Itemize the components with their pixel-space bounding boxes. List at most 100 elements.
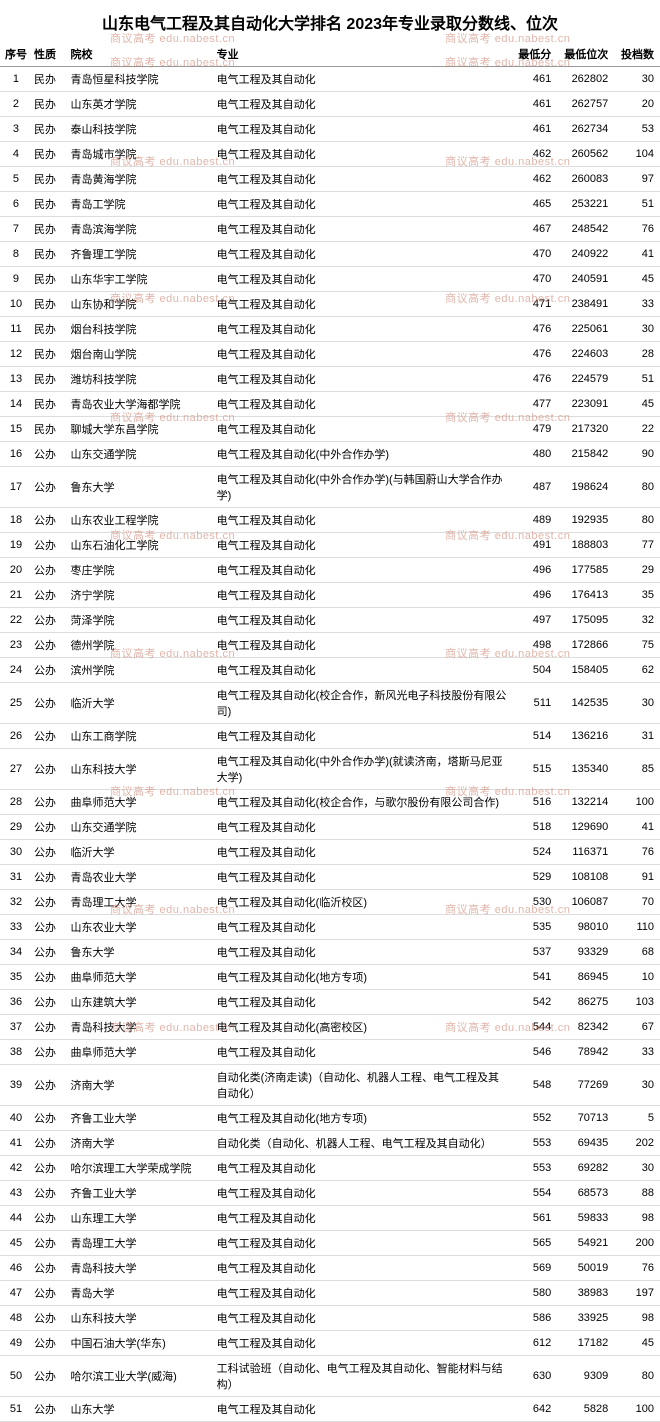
table-row: 4民办青岛城市学院电气工程及其自动化462260562104 xyxy=(0,142,660,167)
header-major: 专业 xyxy=(215,42,512,67)
cell-rank: 15 xyxy=(0,417,32,442)
cell-school: 聊城大学东昌学院 xyxy=(69,417,215,442)
cell-major: 电气工程及其自动化 xyxy=(215,267,512,292)
cell-type: 公办 xyxy=(32,1356,69,1397)
cell-pos: 175095 xyxy=(557,608,614,633)
table-row: 23公办德州学院电气工程及其自动化49817286675 xyxy=(0,633,660,658)
cell-major: 电气工程及其自动化 xyxy=(215,583,512,608)
cell-type: 民办 xyxy=(32,92,69,117)
cell-major: 电气工程及其自动化(高密校区) xyxy=(215,1015,512,1040)
table-row: 39公办济南大学自动化类(济南走读)（自动化、机器人工程、电气工程及其自动化）5… xyxy=(0,1065,660,1106)
cell-pos: 253221 xyxy=(557,192,614,217)
cell-pos: 59833 xyxy=(557,1206,614,1231)
cell-school: 青岛黄海学院 xyxy=(69,167,215,192)
cell-type: 公办 xyxy=(32,865,69,890)
cell-type: 公办 xyxy=(32,915,69,940)
cell-cnt: 75 xyxy=(614,633,660,658)
cell-pos: 158405 xyxy=(557,658,614,683)
cell-rank: 3 xyxy=(0,117,32,142)
cell-pos: 77269 xyxy=(557,1065,614,1106)
cell-school: 青岛农业大学海都学院 xyxy=(69,392,215,417)
table-row: 47公办青岛大学电气工程及其自动化58038983197 xyxy=(0,1281,660,1306)
cell-rank: 6 xyxy=(0,192,32,217)
cell-cnt: 85 xyxy=(614,749,660,790)
cell-school: 临沂大学 xyxy=(69,840,215,865)
cell-school: 滨州学院 xyxy=(69,658,215,683)
cell-major: 电气工程及其自动化 xyxy=(215,1256,512,1281)
cell-major: 电气工程及其自动化 xyxy=(215,292,512,317)
cell-major: 电气工程及其自动化 xyxy=(215,865,512,890)
cell-pos: 86275 xyxy=(557,990,614,1015)
table-row: 21公办济宁学院电气工程及其自动化49617641335 xyxy=(0,583,660,608)
cell-cnt: 5 xyxy=(614,1106,660,1131)
table-row: 13民办潍坊科技学院电气工程及其自动化47622457951 xyxy=(0,367,660,392)
cell-major: 电气工程及其自动化 xyxy=(215,367,512,392)
cell-rank: 2 xyxy=(0,92,32,117)
cell-type: 公办 xyxy=(32,467,69,508)
cell-school: 鲁东大学 xyxy=(69,467,215,508)
cell-cnt: 100 xyxy=(614,1397,660,1422)
cell-major: 电气工程及其自动化(校企合作，新风光电子科技股份有限公司) xyxy=(215,683,512,724)
cell-school: 曲阜师范大学 xyxy=(69,965,215,990)
cell-major: 自动化类（自动化、机器人工程、电气工程及其自动化） xyxy=(215,1131,512,1156)
cell-type: 民办 xyxy=(32,317,69,342)
cell-pos: 260083 xyxy=(557,167,614,192)
cell-type: 公办 xyxy=(32,1281,69,1306)
cell-school: 临沂大学 xyxy=(69,683,215,724)
cell-pos: 129690 xyxy=(557,815,614,840)
cell-score: 504 xyxy=(512,658,558,683)
cell-rank: 20 xyxy=(0,558,32,583)
cell-score: 553 xyxy=(512,1156,558,1181)
cell-major: 电气工程及其自动化 xyxy=(215,1306,512,1331)
cell-major: 电气工程及其自动化(校企合作，与歌尔股份有限公司合作) xyxy=(215,790,512,815)
cell-type: 公办 xyxy=(32,1206,69,1231)
cell-cnt: 22 xyxy=(614,417,660,442)
cell-cnt: 68 xyxy=(614,940,660,965)
cell-score: 477 xyxy=(512,392,558,417)
cell-score: 497 xyxy=(512,608,558,633)
cell-rank: 48 xyxy=(0,1306,32,1331)
table-row: 40公办齐鲁工业大学电气工程及其自动化(地方专项)552707135 xyxy=(0,1106,660,1131)
cell-school: 山东工商学院 xyxy=(69,724,215,749)
cell-cnt: 30 xyxy=(614,683,660,724)
cell-type: 民办 xyxy=(32,117,69,142)
table-header-row: 序号 性质 院校 专业 最低分 最低位次 投档数 xyxy=(0,42,660,67)
cell-cnt: 33 xyxy=(614,1040,660,1065)
cell-cnt: 33 xyxy=(614,292,660,317)
cell-pos: 50019 xyxy=(557,1256,614,1281)
cell-school: 齐鲁工业大学 xyxy=(69,1181,215,1206)
cell-score: 461 xyxy=(512,92,558,117)
table-row: 22公办菏泽学院电气工程及其自动化49717509532 xyxy=(0,608,660,633)
cell-school: 鲁东大学 xyxy=(69,940,215,965)
cell-type: 公办 xyxy=(32,1306,69,1331)
cell-cnt: 35 xyxy=(614,583,660,608)
cell-rank: 43 xyxy=(0,1181,32,1206)
cell-cnt: 51 xyxy=(614,367,660,392)
table-row: 17公办鲁东大学电气工程及其自动化(中外合作办学)(与韩国蔚山大学合作办学)48… xyxy=(0,467,660,508)
cell-type: 民办 xyxy=(32,142,69,167)
cell-rank: 36 xyxy=(0,990,32,1015)
cell-major: 电气工程及其自动化 xyxy=(215,1231,512,1256)
cell-pos: 132214 xyxy=(557,790,614,815)
cell-type: 公办 xyxy=(32,633,69,658)
table-row: 45公办青岛理工大学电气工程及其自动化56554921200 xyxy=(0,1231,660,1256)
cell-pos: 198624 xyxy=(557,467,614,508)
cell-cnt: 90 xyxy=(614,442,660,467)
table-row: 38公办曲阜师范大学电气工程及其自动化5467894233 xyxy=(0,1040,660,1065)
table-row: 14民办青岛农业大学海都学院电气工程及其自动化47722309145 xyxy=(0,392,660,417)
cell-score: 518 xyxy=(512,815,558,840)
cell-score: 471 xyxy=(512,292,558,317)
cell-pos: 93329 xyxy=(557,940,614,965)
cell-major: 电气工程及其自动化 xyxy=(215,167,512,192)
cell-major: 电气工程及其自动化 xyxy=(215,217,512,242)
cell-major: 工科试验班（自动化、电气工程及其自动化、智能材料与结构） xyxy=(215,1356,512,1397)
cell-school: 青岛大学 xyxy=(69,1281,215,1306)
cell-cnt: 53 xyxy=(614,117,660,142)
cell-cnt: 51 xyxy=(614,192,660,217)
cell-rank: 51 xyxy=(0,1397,32,1422)
table-row: 27公办山东科技大学电气工程及其自动化(中外合作办学)(就读济南，塔斯马尼亚大学… xyxy=(0,749,660,790)
cell-score: 489 xyxy=(512,508,558,533)
cell-type: 公办 xyxy=(32,990,69,1015)
cell-major: 电气工程及其自动化 xyxy=(215,658,512,683)
cell-school: 枣庄学院 xyxy=(69,558,215,583)
